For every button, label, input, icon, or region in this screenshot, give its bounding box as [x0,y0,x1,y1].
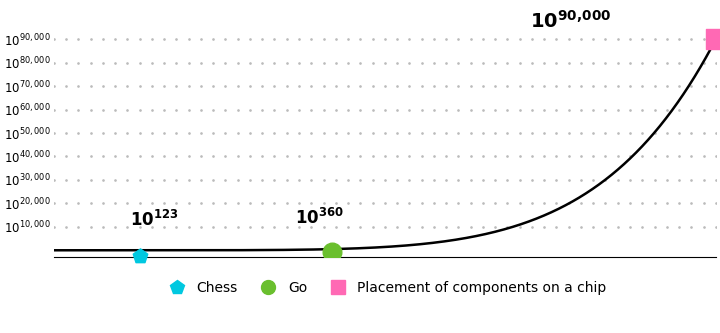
Text: $\mathbf{10^{360}}$: $\mathbf{10^{360}}$ [295,208,344,228]
Point [710,37,720,42]
Point [326,249,338,255]
Legend: Chess, Go, Placement of components on a chip: Chess, Go, Placement of components on a … [158,276,612,301]
Text: $\mathbf{10^{123}}$: $\mathbf{10^{123}}$ [130,210,179,230]
Point [134,253,145,258]
Text: $\mathbf{10^{90{,}000}}$: $\mathbf{10^{90{,}000}}$ [531,10,612,32]
